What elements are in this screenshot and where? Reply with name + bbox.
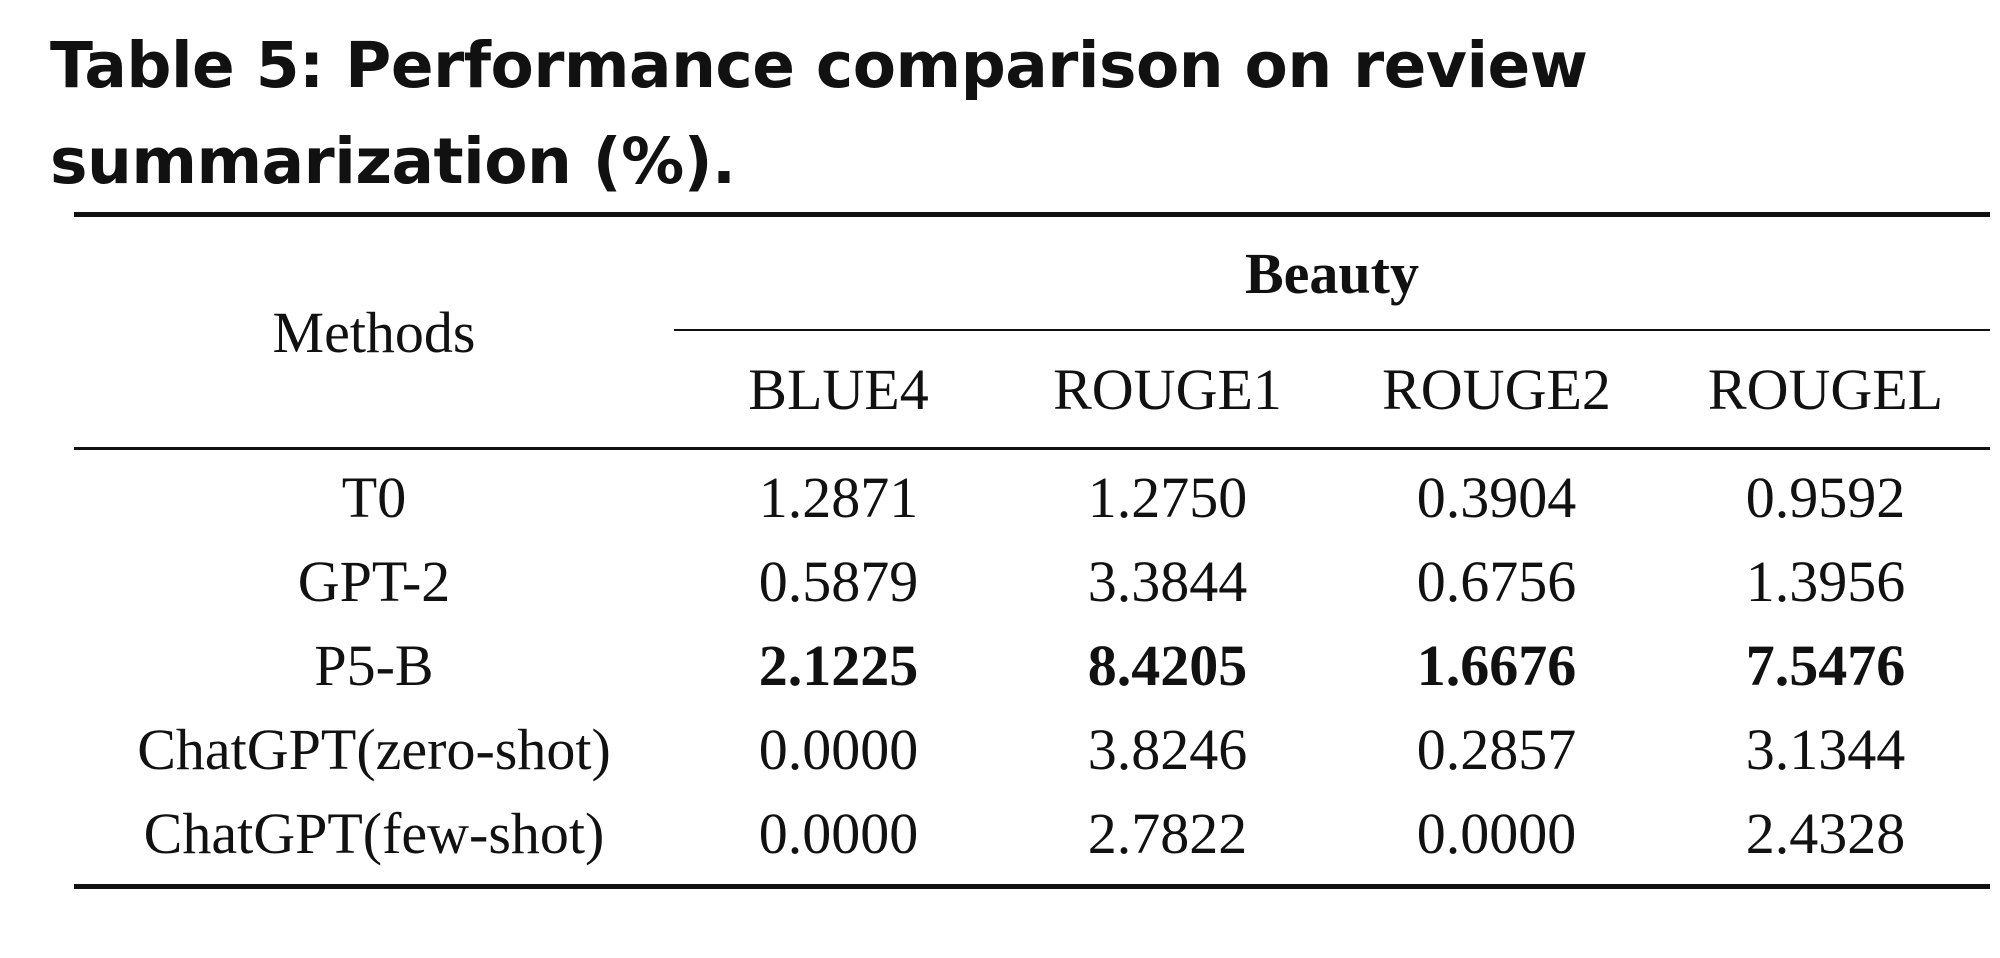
value-cell: 1.2750: [1087, 465, 1248, 530]
metric-header-bleu4: BLUE4: [674, 329, 1003, 450]
caption-line-2: (%).: [592, 125, 736, 198]
results-table: Methods Beauty BLUE4 ROUGE1 ROUGE2 ROUGE…: [74, 212, 1990, 889]
value-cell: 0.3904: [1416, 465, 1577, 530]
value-cell: 0.0000: [758, 717, 919, 782]
method-name: P5-B: [314, 633, 434, 698]
method-name: ChatGPT(zero-shot): [137, 717, 611, 782]
metric-header-rougel: ROUGEL: [1661, 329, 1990, 450]
table-row: ChatGPT(zero-shot) 0.0000 3.8246 0.2857 …: [74, 708, 1990, 792]
table-row: T0 1.2871 1.2750 0.3904 0.9592: [74, 449, 1990, 541]
dataset-group-header: Beauty: [674, 212, 1990, 330]
table-row: GPT-2 0.5879 3.3844 0.6756 1.3956: [74, 540, 1990, 624]
results-table-container: Methods Beauty BLUE4 ROUGE1 ROUGE2 ROUGE…: [74, 212, 1990, 889]
methods-column-header: Methods: [74, 212, 674, 450]
metric-header-rouge1: ROUGE1: [1003, 329, 1332, 450]
value-cell-best: 7.5476: [1745, 633, 1906, 698]
metric-header-rouge2: ROUGE2: [1332, 329, 1661, 450]
value-cell: 3.3844: [1087, 549, 1248, 614]
value-cell: 0.2857: [1416, 717, 1577, 782]
value-cell: 1.2871: [758, 465, 919, 530]
value-cell: 3.8246: [1087, 717, 1248, 782]
value-cell: 0.9592: [1745, 465, 1906, 530]
value-cell: 3.1344: [1745, 717, 1906, 782]
method-name: ChatGPT(few-shot): [74, 792, 674, 889]
table-body: T0 1.2871 1.2750 0.3904 0.9592 GPT-2 0.5…: [74, 449, 1990, 889]
value-cell-best: 8.4205: [1087, 633, 1248, 698]
value-cell: 0.5879: [758, 549, 919, 614]
caption-line-1: Table 5: Performance comparison on revie…: [50, 29, 1588, 198]
value-cell: 1.3956: [1745, 549, 1906, 614]
method-name: T0: [341, 465, 407, 530]
value-cell: 0.0000: [1332, 792, 1661, 889]
value-cell: 0.6756: [1416, 549, 1577, 614]
value-cell: 2.4328: [1661, 792, 1990, 889]
method-name: GPT-2: [297, 549, 451, 614]
header-row-group: Methods Beauty: [74, 212, 1990, 450]
value-cell-best: 2.1225: [758, 633, 919, 698]
table-header: Methods Beauty BLUE4 ROUGE1 ROUGE2 ROUGE…: [74, 212, 1990, 450]
table-row: ChatGPT(few-shot) 0.0000 2.7822 0.0000 2…: [74, 792, 1990, 889]
table-caption: Table 5: Performance comparison on revie…: [50, 18, 2000, 210]
header-row-metrics: BLUE4 ROUGE1 ROUGE2 ROUGEL: [74, 329, 1990, 450]
value-cell: 0.0000: [674, 792, 1003, 889]
value-cell-best: 1.6676: [1416, 633, 1577, 698]
value-cell: 2.7822: [1003, 792, 1332, 889]
table-row: P5-B 2.1225 8.4205 1.6676 7.5476: [74, 624, 1990, 708]
